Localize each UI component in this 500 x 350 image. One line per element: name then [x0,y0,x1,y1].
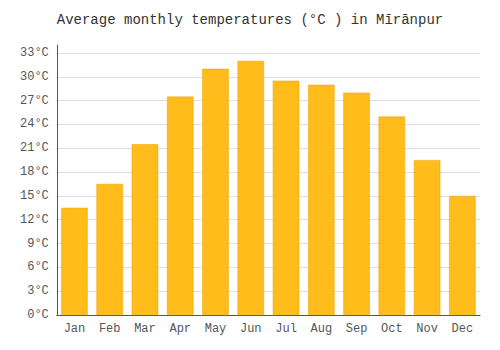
svg-text:Sep: Sep [346,322,368,336]
svg-text:Jun: Jun [240,322,262,336]
svg-text:Mar: Mar [134,322,156,336]
svg-text:12°C: 12°C [20,213,49,227]
svg-text:6°C: 6°C [27,260,49,274]
svg-text:18°C: 18°C [20,165,49,179]
svg-text:Jan: Jan [64,322,86,336]
svg-text:30°C: 30°C [20,70,49,84]
svg-text:Oct: Oct [381,322,403,336]
svg-text:33°C: 33°C [20,46,49,60]
svg-text:Average monthly temperatures (: Average monthly temperatures (°C ) in Mī… [57,12,443,28]
svg-text:9°C: 9°C [27,237,49,251]
svg-text:Aug: Aug [310,322,332,336]
svg-text:21°C: 21°C [20,141,49,155]
svg-text:Nov: Nov [416,322,438,336]
svg-text:Feb: Feb [99,322,121,336]
svg-text:15°C: 15°C [20,189,49,203]
svg-text:Jul: Jul [275,322,297,336]
svg-text:0°C: 0°C [27,308,49,322]
svg-text:27°C: 27°C [20,94,49,108]
svg-text:24°C: 24°C [20,117,49,131]
svg-text:3°C: 3°C [27,284,49,298]
svg-text:Apr: Apr [169,322,191,336]
svg-text:Dec: Dec [452,322,474,336]
svg-text:May: May [205,322,227,336]
